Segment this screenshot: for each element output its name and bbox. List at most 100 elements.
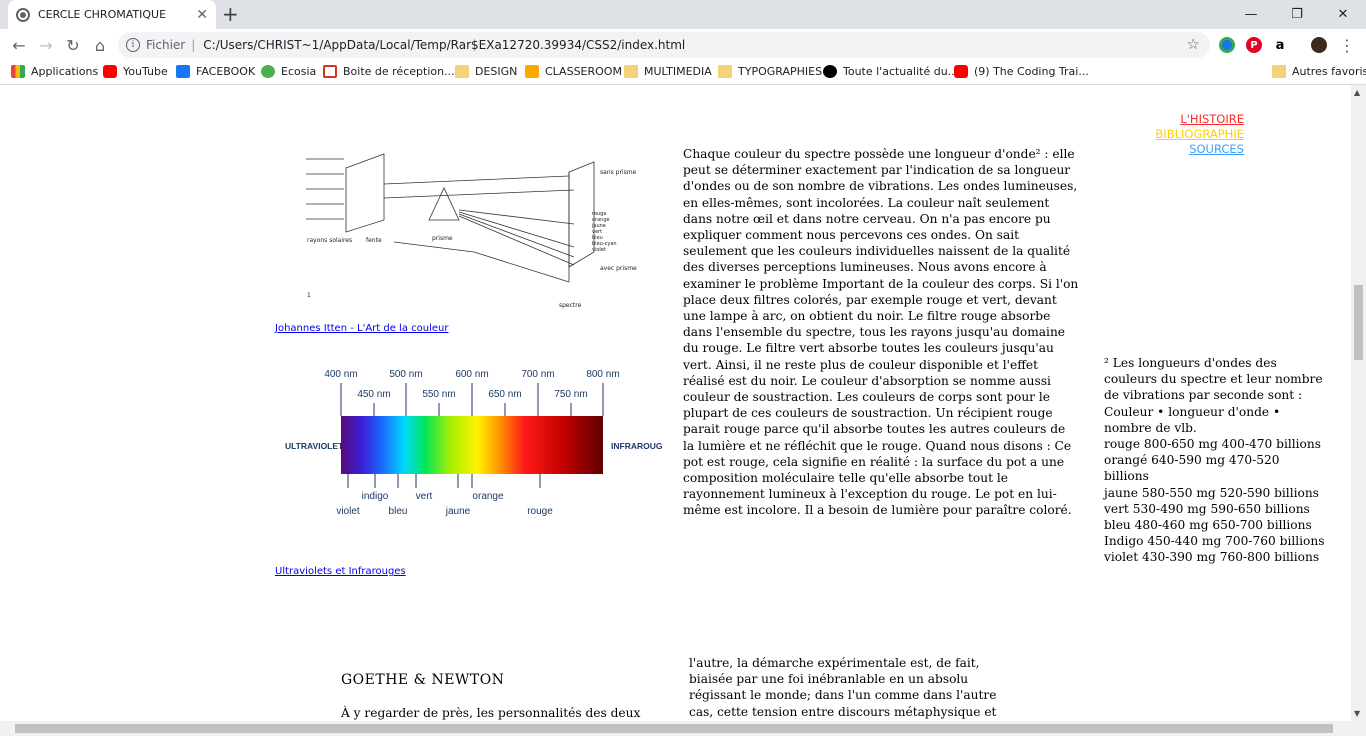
bookmark-classeroom[interactable]: CLASSEROOM (525, 65, 622, 78)
label-color-1: orange (592, 217, 610, 223)
pinterest-icon[interactable]: P (1246, 37, 1262, 53)
bookmark-design[interactable]: DESIGN (455, 65, 517, 78)
label-color-4: bleu (592, 235, 603, 241)
profile-avatar-icon[interactable] (1311, 37, 1327, 53)
bookmark-label: Boite de réception... (343, 65, 455, 78)
url-separator: | (191, 38, 196, 52)
footnote-line: orangé 640-590 mg 470-520 billions (1104, 453, 1280, 484)
prism-diagram: rayons solaires fente prisme sans prisme… (274, 132, 670, 312)
bookmark-label: MULTIMEDIA (644, 65, 712, 78)
vertical-scroll-thumb[interactable] (1354, 285, 1363, 360)
color-label-jaune: jaune (445, 506, 471, 517)
new-tab-icon[interactable]: + (222, 2, 239, 26)
tick-550: 550 nm (422, 389, 455, 400)
footnote-line: bleu 480-460 mg 650-700 billions (1104, 518, 1312, 533)
bookmark-coding-train[interactable]: (9) The Coding Trai... (954, 65, 1089, 78)
tick-800: 800 nm (586, 369, 619, 380)
nav-link-sources[interactable]: SOURCES (1189, 142, 1244, 156)
url-scheme: Fichier (146, 38, 186, 52)
footnote-wavelengths: ² Les longueurs d'ondes des couleurs du … (1104, 355, 1326, 566)
facebook-icon (176, 65, 190, 78)
tick-600: 600 nm (455, 369, 488, 380)
footnote-line: jaune 580-550 mg 520-590 billions (1104, 485, 1319, 500)
footnote-line: rouge 800-650 mg 400-470 billions (1104, 437, 1322, 452)
reload-icon[interactable]: ↻ (66, 35, 80, 55)
restore-icon[interactable]: ❐ (1291, 7, 1303, 22)
spectrum-diagram: 400 nm 500 nm 600 nm 700 nm 800 nm 450 n… (280, 363, 668, 523)
bookmark-youtube[interactable]: YouTube (103, 65, 168, 78)
folder-icon (718, 65, 732, 78)
tick-650: 650 nm (488, 389, 521, 400)
home-icon[interactable]: ⌂ (94, 35, 106, 55)
bookmark-label: TYPOGRAPHIES (738, 65, 823, 78)
back-icon[interactable]: ← (12, 35, 26, 55)
color-label-orange: orange (472, 491, 504, 502)
bookmark-other[interactable]: Autres favoris (1272, 65, 1366, 78)
label-spectrum: spectre (559, 302, 582, 309)
tick-400: 400 nm (324, 369, 357, 380)
figure1-caption-link[interactable]: Johannes Itten - L'Art de la couleur (275, 323, 449, 334)
classroom-icon (525, 65, 539, 78)
page-nav: L'HISTOIRE BIBLIOGRAPHIE SOURCES (1155, 112, 1244, 157)
color-label-vert: vert (416, 491, 433, 502)
url-text[interactable]: C:/Users/CHRIST~1/AppData/Local/Temp/Rar… (203, 38, 686, 52)
bookmark-news[interactable]: Toute l'actualité du... (823, 65, 958, 78)
label-rays: rayons solaires (307, 237, 352, 244)
tab-title: CERCLE CHROMATIQUE (38, 8, 167, 21)
apps-grid-icon (11, 65, 25, 78)
scroll-down-icon[interactable]: ▼ (1354, 709, 1361, 718)
horizontal-scroll-thumb[interactable] (15, 724, 1333, 733)
label-infrarouge: INFRAROUGE (611, 441, 662, 451)
bookmark-gmail[interactable]: Boite de réception... (323, 65, 455, 78)
vertical-scrollbar[interactable]: ▲ ▼ (1351, 85, 1366, 721)
label-color-0: rouge (592, 211, 606, 217)
browser-toolbar: ← → ↻ ⌂ i Fichier | C:/Users/CHRIST~1/Ap… (0, 29, 1366, 61)
info-icon[interactable]: i (126, 38, 140, 52)
bookmark-applications[interactable]: Applications (11, 65, 98, 78)
minimize-icon[interactable]: — (1244, 7, 1258, 22)
menu-kebab-icon[interactable]: ⋮ (1339, 35, 1355, 55)
label-color-6: violet (592, 247, 606, 253)
bookmark-ecosia[interactable]: Ecosia (261, 65, 316, 78)
footnote-intro: ² Les longueurs d'ondes des couleurs du … (1104, 356, 1323, 435)
label-figure-number: 1 (307, 292, 311, 299)
window-controls: — ❐ ✕ (1228, 0, 1366, 29)
folder-icon (1272, 65, 1286, 78)
close-tab-icon[interactable]: ✕ (196, 6, 208, 23)
color-label-violet: violet (336, 506, 360, 517)
label-color-3: vert (592, 229, 602, 235)
bookmark-star-icon[interactable]: ☆ (1186, 35, 1200, 53)
main-paragraph: Chaque couleur du spectre possède une lo… (683, 147, 1079, 518)
bookmark-label: DESIGN (475, 65, 518, 78)
window-close-icon[interactable]: ✕ (1337, 7, 1349, 22)
amazon-icon[interactable]: a (1272, 37, 1288, 53)
bookmark-label: CLASSEROOM (545, 65, 622, 78)
youtube-icon (954, 65, 968, 78)
extension-chrome-icon[interactable] (1219, 37, 1235, 53)
label-prism: prisme (432, 235, 453, 242)
tick-750: 750 nm (554, 389, 587, 400)
scroll-up-icon[interactable]: ▲ (1354, 88, 1361, 97)
tab-strip: CERCLE CHROMATIQUE ✕ + — ❐ ✕ (0, 0, 1366, 29)
bookmark-multimedia[interactable]: MULTIMEDIA (624, 65, 712, 78)
globe-icon (16, 7, 30, 22)
bookmark-facebook[interactable]: FACEBOOK (176, 65, 255, 78)
bookmark-label: YouTube (123, 65, 168, 78)
bookmarks-bar: Applications YouTube FACEBOOK Ecosia Boi… (0, 61, 1366, 85)
address-bar[interactable]: i Fichier | C:/Users/CHRIST~1/AppData/Lo… (118, 32, 1210, 58)
nav-link-bibliographie[interactable]: BIBLIOGRAPHIE (1155, 127, 1244, 141)
section-intro: À y regarder de près, les personnalités … (341, 706, 641, 720)
label-without-prism: sans prisme (600, 169, 637, 176)
horizontal-scrollbar[interactable] (0, 721, 1366, 736)
tick-700: 700 nm (521, 369, 554, 380)
bookmark-label: FACEBOOK (196, 65, 256, 78)
label-slit: fente (366, 237, 382, 244)
bookmark-typographies[interactable]: TYPOGRAPHIES (718, 65, 822, 78)
news-icon (823, 65, 837, 78)
browser-tab[interactable]: CERCLE CHROMATIQUE ✕ (8, 0, 216, 29)
bookmark-label: Applications (31, 65, 99, 78)
forward-icon[interactable]: → (39, 35, 53, 55)
figure2-caption-link[interactable]: Ultraviolets et Infrarouges (275, 566, 406, 577)
nav-link-histoire[interactable]: L'HISTOIRE (1180, 112, 1244, 126)
section-heading: GOETHE & NEWTON (341, 672, 505, 688)
